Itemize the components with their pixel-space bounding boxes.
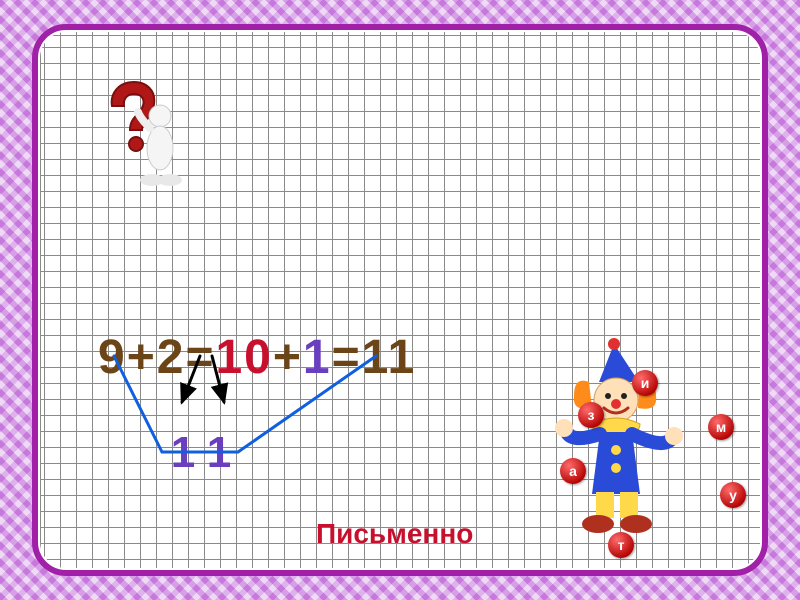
juggling-ball: у <box>720 482 746 508</box>
equation-part: = <box>332 330 362 385</box>
math-equation: 9 + 2 = 10 + 1 = 11 <box>98 330 416 385</box>
equation-part: 2 <box>157 330 186 385</box>
question-mark-mascot-icon <box>90 68 200 198</box>
juggling-ball: т <box>608 532 634 558</box>
number-decomposition: 11 <box>166 428 238 478</box>
graph-paper-frame: 9 + 2 = 10 + 1 = 11 11 Письменно <box>32 24 768 576</box>
equation-part: = <box>185 330 215 385</box>
equation-part: 9 <box>98 330 127 385</box>
clown-mascot-icon <box>544 334 704 534</box>
equation-part: 11 <box>362 330 417 385</box>
juggling-ball: и <box>632 370 658 396</box>
equation-part: + <box>273 330 303 385</box>
caption-label: Письменно <box>316 518 473 550</box>
juggling-ball: з <box>578 402 604 428</box>
decomposition-left: 1 <box>166 428 202 478</box>
juggling-ball: а <box>560 458 586 484</box>
juggling-ball: м <box>708 414 734 440</box>
decomposition-right: 1 <box>202 428 238 478</box>
equation-part: 10 <box>215 330 272 385</box>
equation-part: 1 <box>303 330 332 385</box>
equation-part: + <box>127 330 157 385</box>
